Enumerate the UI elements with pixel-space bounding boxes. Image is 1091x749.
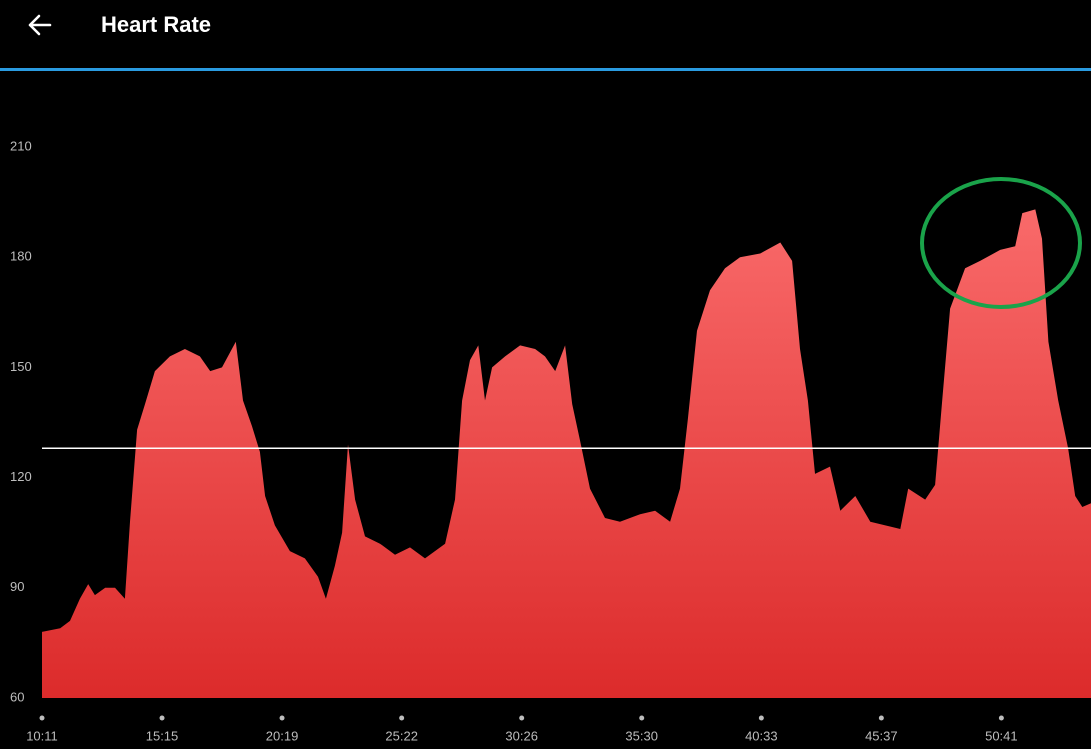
highlight-circle (920, 177, 1082, 309)
back-button[interactable] (28, 14, 52, 36)
y-tick-label: 120 (10, 469, 32, 484)
x-tick-label: 50:41 (985, 728, 1018, 743)
x-tick-dot (279, 715, 285, 721)
x-tick-dot (519, 715, 525, 721)
x-tick-label: 15:15 (146, 728, 179, 743)
x-tick-dot (758, 715, 764, 721)
x-tick-dot (39, 715, 45, 721)
back-arrow[interactable] (28, 14, 52, 36)
x-tick-dot (159, 715, 165, 721)
plot: 60 90 120 150 180 210 10:11 15:15 20:19 25:22 30:2… (10, 138, 1091, 743)
y-tick-label: 150 (10, 359, 32, 374)
y-tick-label: 210 (10, 138, 32, 153)
x-tick-dot (399, 715, 405, 721)
x-tick-dot (878, 715, 884, 721)
x-tick-label: 20:19 (266, 728, 299, 743)
x-tick-label: 25:22 (385, 728, 418, 743)
y-tick-label: 180 (10, 249, 32, 264)
x-tick-label: 40:33 (745, 728, 778, 743)
x-tick-dot (639, 715, 645, 721)
x-tick-label: 30:26 (505, 728, 538, 743)
heart-rate-area (42, 209, 1091, 698)
x-tick-label: 45:37 (865, 728, 898, 743)
x-tick-label: 35:30 (625, 728, 658, 743)
x-tick-dot (998, 715, 1004, 721)
header-divider (0, 68, 1091, 71)
page-title: Heart Rate (101, 12, 211, 37)
y-tick-label: 90 (10, 579, 24, 594)
y-tick-label: 60 (10, 689, 24, 704)
x-tick-label: 10:11 (26, 728, 58, 743)
